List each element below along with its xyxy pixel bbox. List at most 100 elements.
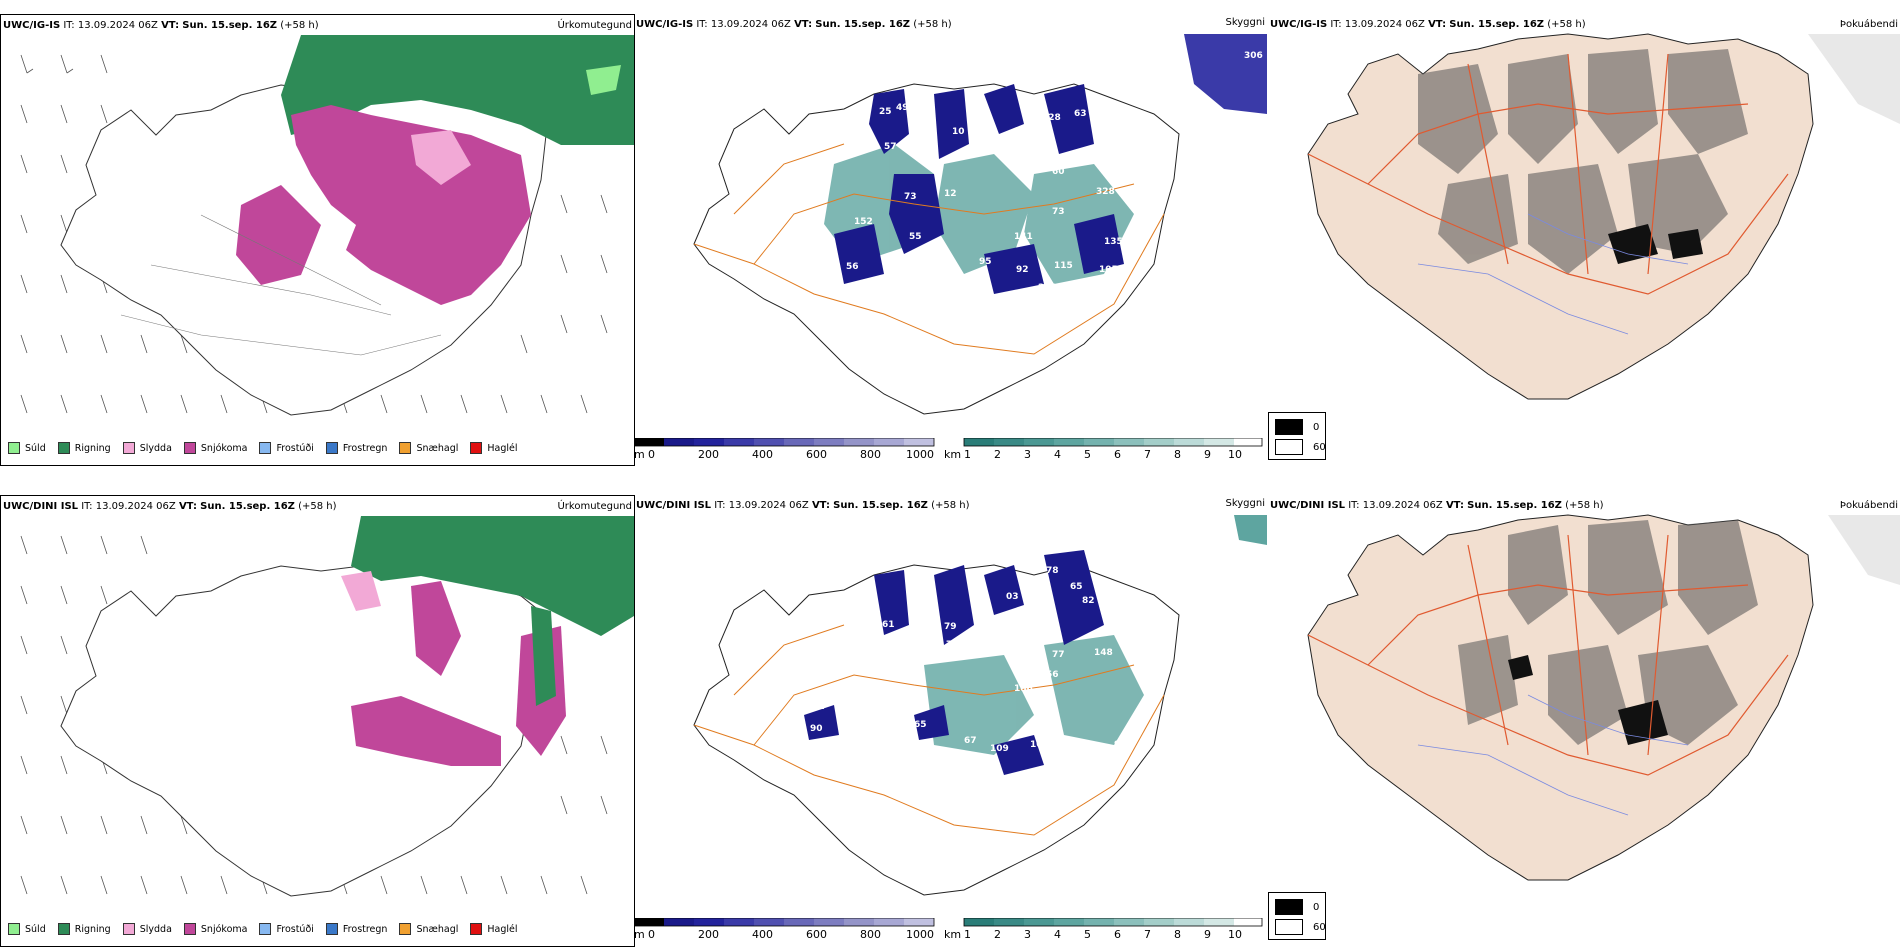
cloud-label: 105 xyxy=(1099,265,1118,275)
clouds-map-bottom: 78 03 82 65 61 79 110 82 73 66 148 77 18… xyxy=(693,515,1267,896)
cloud-label: 49 xyxy=(896,103,909,113)
cloud-label: 135 xyxy=(1104,237,1123,247)
bar-seg xyxy=(1114,438,1144,446)
bar-seg xyxy=(694,438,724,446)
height-bar-svg xyxy=(633,437,935,447)
bar-seg xyxy=(1024,438,1054,446)
legend-item: Snjókoma xyxy=(183,442,247,454)
header-clouds-top: UWC/IG-IS IT: 13.09.2024 06Z VT: Sun. 15… xyxy=(636,19,952,30)
cloud-label: 148 xyxy=(1094,648,1113,658)
cloud-label: 77 xyxy=(1052,650,1065,660)
cloud-label: 110 xyxy=(1036,608,1055,618)
bar-seg xyxy=(1234,438,1262,446)
legend-swatch xyxy=(325,923,338,935)
height-colorbar-top: m 0 200 400 600 800 1000 xyxy=(633,437,938,462)
cloud-label: 186 xyxy=(1014,684,1033,694)
height-tick: 200 xyxy=(698,448,719,461)
legend-swatch xyxy=(325,442,338,454)
clouds-panel-bottom: 78 03 82 65 61 79 110 82 73 66 148 77 18… xyxy=(634,495,1267,915)
low-cloud-areas xyxy=(804,550,1104,775)
height-tick: 0 xyxy=(648,928,655,941)
snow-area-1 xyxy=(291,105,531,305)
vis-tick: 3 xyxy=(1024,448,1031,461)
bar-seg xyxy=(1204,918,1234,926)
cloud-label: 82 xyxy=(1030,588,1043,598)
height-tick: 400 xyxy=(752,928,773,941)
bar-seg xyxy=(874,438,904,446)
bar-seg xyxy=(724,918,754,926)
bar-seg xyxy=(1174,438,1204,446)
low-cloud-areas xyxy=(834,84,1124,294)
precip-map-top xyxy=(20,35,634,416)
cloud-label: 141 xyxy=(1014,232,1033,242)
bar-seg xyxy=(964,918,994,926)
roads xyxy=(1307,53,1789,295)
height-unit: m xyxy=(634,928,645,941)
fog-panel-top: UWC/IG-IS IT: 13.09.2024 06Z VT: Sun. 15… xyxy=(1268,14,1900,434)
bar-border xyxy=(633,437,935,447)
fog-swatch xyxy=(1275,919,1303,935)
bar-seg xyxy=(694,918,724,926)
ocean-patch xyxy=(1184,34,1267,114)
rain-strip xyxy=(531,606,556,706)
ocean-patch xyxy=(1234,515,1267,545)
roads xyxy=(693,624,1165,836)
cloud-label: 57 xyxy=(884,142,897,152)
roads xyxy=(693,143,1165,355)
vis-tick: 10 xyxy=(1228,928,1242,941)
cloud-label: 61 xyxy=(882,620,895,630)
header-fog-bottom: UWC/DINI ISL IT: 13.09.2024 06Z VT: Sun.… xyxy=(1270,500,1604,511)
legend-swatch xyxy=(183,923,196,935)
legend-swatch xyxy=(8,923,20,935)
legend-item: Snæhagl xyxy=(399,923,458,935)
bar-seg xyxy=(634,438,664,446)
vis-tick: 5 xyxy=(1084,928,1091,941)
panel-title-fog-bottom: Þokuábendi xyxy=(1839,500,1898,511)
cloud-label: 03 xyxy=(1006,592,1019,602)
fog-swatch xyxy=(1275,439,1303,455)
bar-seg xyxy=(1024,918,1054,926)
panel-title-precip-bottom: Úrkomutegund xyxy=(557,501,632,512)
precip-panel-top: UWC/IG-IS IT: 13.09.2024 06Z VT: Sun. 15… xyxy=(0,14,635,466)
cloud-label: 92 xyxy=(1016,265,1029,275)
panel-title-clouds-bottom: Skyggni xyxy=(1225,498,1265,509)
legend-swatch xyxy=(399,442,412,454)
sleet-area xyxy=(411,130,471,185)
height-tick: 800 xyxy=(860,928,881,941)
cloud-base-labels: 306 25 49 10 57 60 128 63 193 60 328 73 … xyxy=(846,51,1263,385)
legend-swatch xyxy=(259,442,272,454)
bar-seg xyxy=(1114,918,1144,926)
fog-swatch xyxy=(1275,419,1303,435)
sleet-area xyxy=(341,571,381,611)
rivers xyxy=(1417,694,1689,816)
cloud-label: 60 xyxy=(1052,167,1065,177)
bar-seg xyxy=(814,918,844,926)
visibility-colorbar-top: km 1 2 3 4 5 6 7 8 9 10 xyxy=(944,437,1264,462)
rain-area xyxy=(281,35,634,145)
fog-legend-top: 0 60 xyxy=(1268,412,1326,460)
height-tick: 1000 xyxy=(906,928,934,941)
bar-seg xyxy=(844,918,874,926)
header-fog-top: UWC/IG-IS IT: 13.09.2024 06Z VT: Sun. 15… xyxy=(1270,19,1586,30)
bar-seg xyxy=(1144,438,1174,446)
cloud-label: 60 xyxy=(1024,113,1037,123)
vis-tick: 7 xyxy=(1144,448,1151,461)
clouds-map-top: 306 25 49 10 57 60 128 63 193 60 328 73 … xyxy=(693,34,1267,415)
legend-swatch xyxy=(470,923,483,935)
fog-gray-areas xyxy=(1458,520,1758,745)
fog-legend-row: 0 xyxy=(1275,419,1319,435)
cloud-label: 328 xyxy=(1096,187,1115,197)
legend-item: Rigning xyxy=(57,442,111,454)
fog-dark-areas xyxy=(1608,224,1703,264)
bar-seg xyxy=(904,918,934,926)
vis-unit: km xyxy=(944,448,962,461)
height-bar-svg xyxy=(633,917,935,927)
bar-seg xyxy=(814,438,844,446)
bar-seg xyxy=(1234,918,1262,926)
contours xyxy=(120,214,442,356)
cloud-label: 12 xyxy=(944,189,957,199)
cloud-label: 109 xyxy=(1030,740,1049,750)
ocean-shade xyxy=(1808,34,1900,124)
vis-bar-svg xyxy=(963,917,1263,927)
legend-item: Frostregn xyxy=(325,923,387,935)
